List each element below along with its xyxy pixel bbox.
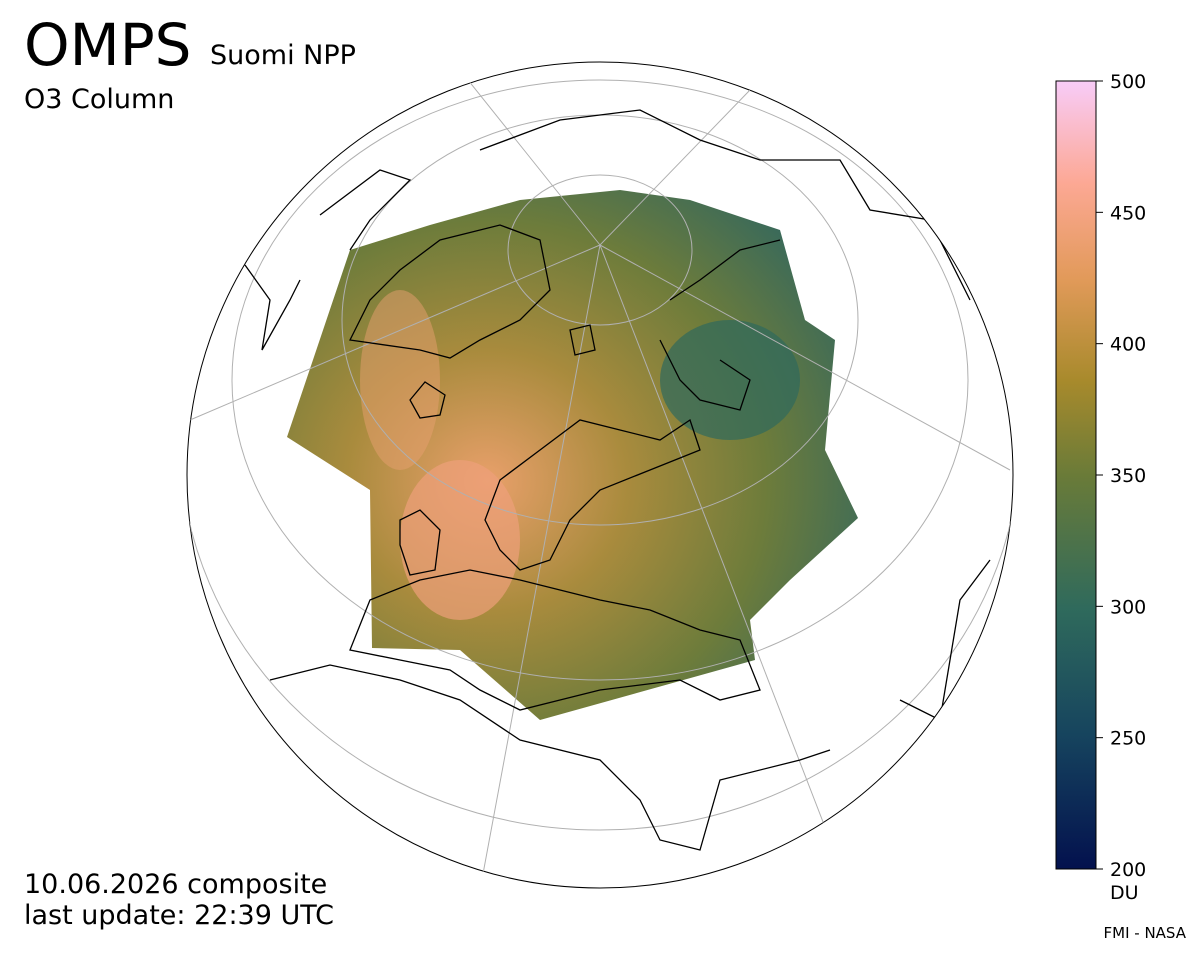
colorbar — [1055, 80, 1097, 870]
data-swath — [287, 190, 858, 720]
colorbar-tick-label: 300 — [1110, 596, 1146, 618]
colorbar-tick-label: 500 — [1110, 71, 1146, 93]
credit: FMI - NASA — [1104, 924, 1187, 942]
product: O3 Column — [24, 84, 174, 115]
colorbar-scale — [1055, 80, 1097, 870]
colorbar-tick-label: 450 — [1110, 202, 1146, 224]
colorbar-tick-label: 200 — [1110, 859, 1146, 881]
graticule — [187, 62, 1013, 888]
title: OMPS — [24, 11, 192, 79]
colorbar-tick-label: 400 — [1110, 334, 1146, 356]
update: last update: 22:39 UTC — [24, 900, 334, 931]
satellite: Suomi NPP — [210, 40, 356, 71]
date: 10.06.2026 composite — [24, 869, 327, 900]
map — [186, 61, 1014, 889]
colorbar-tick-label: 250 — [1110, 728, 1146, 750]
coastlines — [244, 109, 991, 851]
colorbar-tick-label: 350 — [1110, 465, 1146, 487]
colorbar-unit: DU — [1110, 882, 1139, 904]
